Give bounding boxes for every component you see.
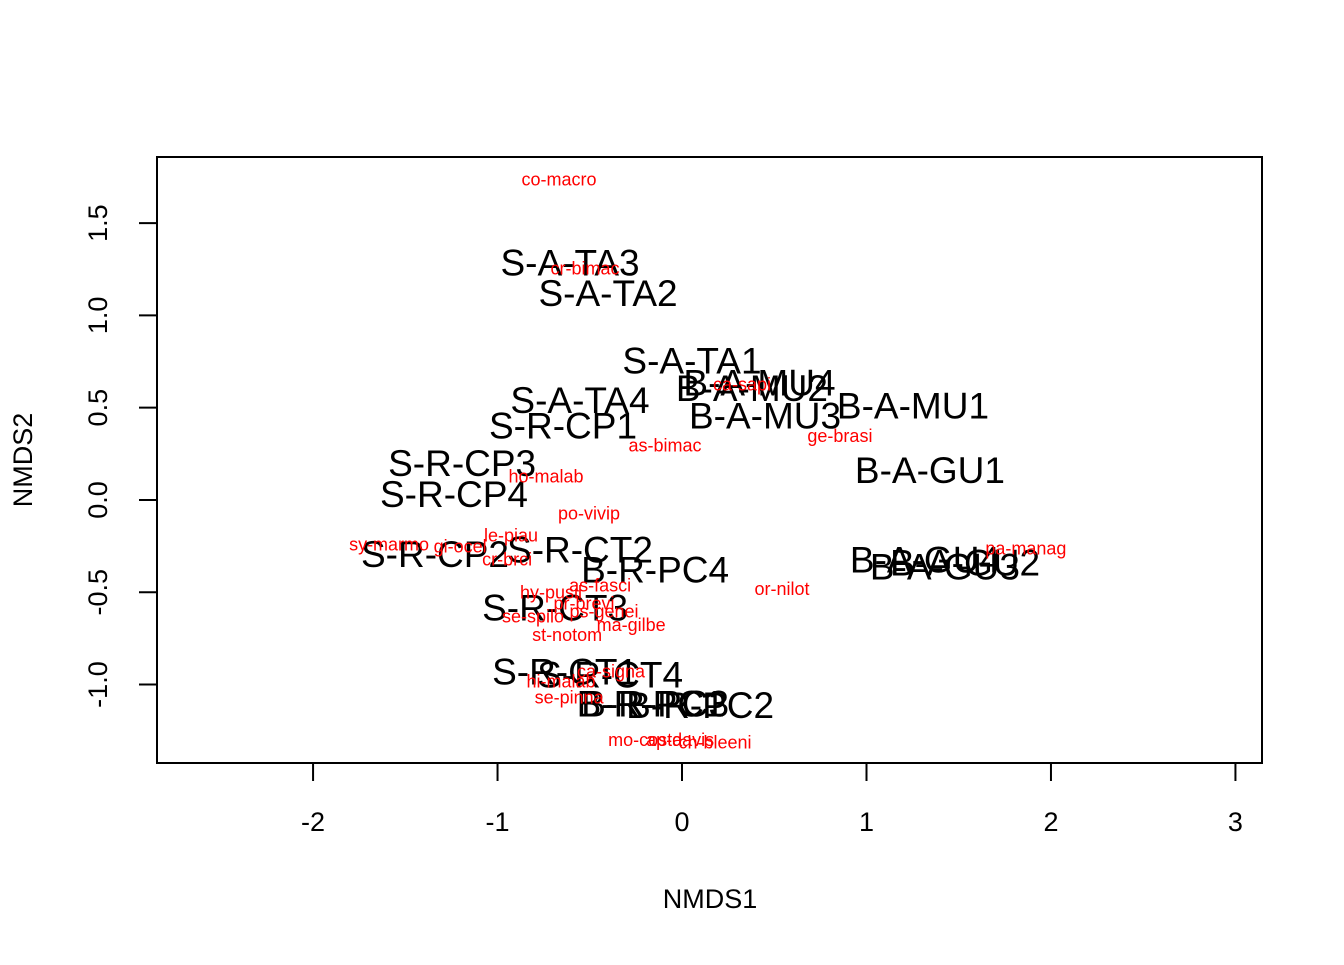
site-label: S-R-CT2 <box>507 530 653 571</box>
species-label: co-macro <box>521 170 596 190</box>
site-label: B-R-PC3 <box>581 684 729 725</box>
y-tick-label: 0.5 <box>83 389 113 427</box>
site-label: S-R-CT1 <box>492 652 638 693</box>
site-label: S-R-CT4 <box>537 655 683 696</box>
species-label: le-piau <box>484 526 538 546</box>
species-label: ch-bleeni <box>679 733 752 753</box>
species-label: hy-pusil <box>520 583 582 603</box>
species-label: gi-ocel <box>434 537 487 557</box>
species-label: ma-gilbe <box>597 615 666 635</box>
species-label: sy-marmo <box>349 535 429 555</box>
site-label: B-A-GU4 <box>850 540 1000 581</box>
y-axis-title: NMDS2 <box>8 413 38 508</box>
site-label: B-A-MU1 <box>837 386 989 427</box>
species-label: po-vivip <box>558 504 620 524</box>
x-tick-label: -1 <box>486 807 510 837</box>
species-label: as-bimac <box>629 436 702 456</box>
site-label: B-A-GU3 <box>870 547 1020 588</box>
species-label: se-pinna <box>535 688 605 708</box>
species-label: pr-brevi <box>554 594 615 614</box>
species-label: or-nilot <box>754 579 809 599</box>
site-label: S-R-CP2 <box>361 534 509 575</box>
species-label: ca-sapi <box>713 375 771 395</box>
x-tick-label: -2 <box>301 807 325 837</box>
x-tick-label: 2 <box>1043 807 1058 837</box>
x-axis-title: NMDS1 <box>663 884 758 914</box>
site-label: B-A-GU1 <box>855 450 1005 491</box>
site-label: B-A-GU2 <box>890 543 1040 584</box>
species-label: cr-bimac <box>550 259 619 279</box>
site-label: S-A-TA1 <box>622 341 761 382</box>
x-tick-label: 0 <box>674 807 689 837</box>
y-tick-label: 1.5 <box>83 204 113 242</box>
site-label: B-R-PC1 <box>577 684 725 725</box>
species-label: ca-signa <box>577 662 646 682</box>
site-label: B-A-MU2 <box>676 368 828 409</box>
species-label: ps-genei <box>569 602 638 622</box>
species-label: hi-malab <box>526 672 595 692</box>
site-label: S-A-TA3 <box>500 243 639 284</box>
site-label: B-A-MU3 <box>689 396 841 437</box>
y-tick-label: -0.5 <box>83 569 113 616</box>
y-tick-label: 1.0 <box>83 297 113 335</box>
y-tick-label: -1.0 <box>83 661 113 708</box>
site-label: S-A-TA4 <box>510 380 649 421</box>
site-label: B-R-PC4 <box>581 550 729 591</box>
site-label: S-R-CP4 <box>380 474 528 515</box>
species-label: st-notom <box>532 625 602 645</box>
site-label: B-R-PC2 <box>626 685 774 726</box>
species-label: as-fasci <box>569 576 631 596</box>
species-label: cr-brci <box>482 550 532 570</box>
species-label: ho-malab <box>509 467 584 487</box>
site-label: B-A-MU4 <box>683 362 835 403</box>
site-label: S-A-TA2 <box>538 273 677 314</box>
x-tick-label: 3 <box>1228 807 1243 837</box>
y-tick-label: 0.0 <box>83 481 113 519</box>
species-label: ge-brasi <box>807 426 872 446</box>
species-label: se-spilo <box>502 607 564 627</box>
x-tick-label: 1 <box>859 807 874 837</box>
species-label: pa-manag <box>985 539 1066 559</box>
site-label: S-R-CP3 <box>388 443 536 484</box>
plot-frame <box>156 156 1263 764</box>
species-label: ap-davis <box>646 730 714 750</box>
site-label: S-R-CT3 <box>482 588 628 629</box>
species-label: mo-costa <box>608 730 683 750</box>
site-label: S-R-CP1 <box>489 406 637 447</box>
